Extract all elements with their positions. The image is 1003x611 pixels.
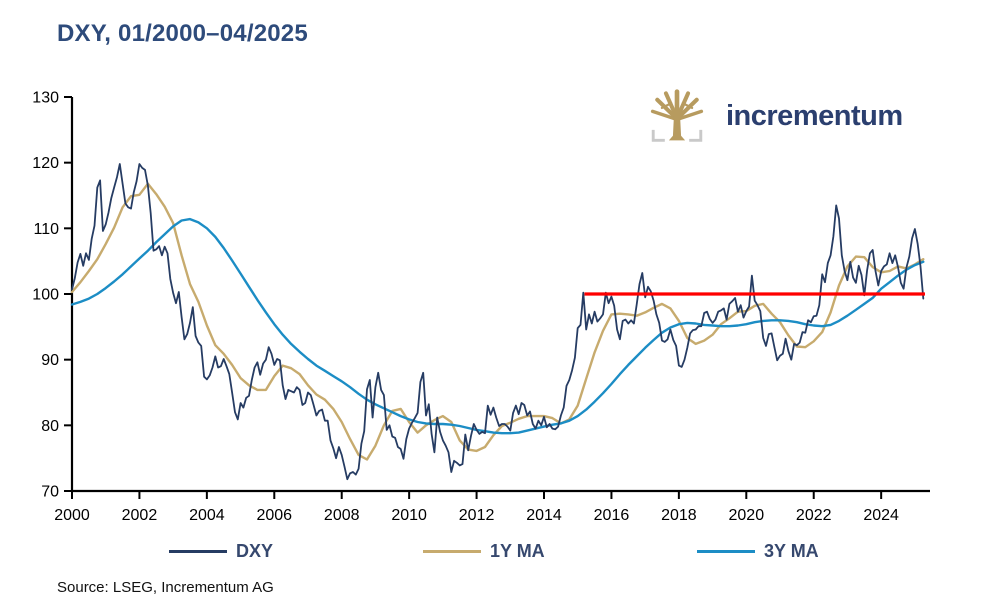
x-tick-label: 2006	[256, 507, 292, 524]
dxy-line	[71, 163, 925, 481]
y-tick-label: 80	[41, 418, 59, 435]
bracket-right	[689, 129, 703, 142]
y-tick-label: 130	[32, 90, 59, 107]
source-note: Source: LSEG, Incrementum AG	[57, 579, 274, 596]
x-tick-label: 2000	[54, 507, 90, 524]
legend: DXY 1Y MA 3Y MA	[0, 538, 1003, 564]
x-tick-label: 2002	[122, 507, 158, 524]
y-tick-label: 120	[32, 155, 59, 172]
chart-title: DXY, 01/2000–04/2025	[57, 20, 308, 47]
x-tick-label: 2018	[661, 507, 697, 524]
x-tick-label: 2010	[391, 507, 427, 524]
x-tick-label: 2016	[594, 507, 630, 524]
x-tick-label: 2004	[189, 507, 225, 524]
legend-label-dxy: DXY	[236, 540, 274, 561]
1y-ma-line-swatch	[423, 549, 481, 553]
3y-ma-line	[70, 217, 925, 435]
x-tick-label: 2014	[526, 507, 562, 524]
x-tick-label: 2020	[729, 507, 765, 524]
tree-trunk	[668, 112, 686, 141]
x-tick-label: 2012	[459, 507, 495, 524]
incrementum-wordmark: incrementum	[726, 99, 903, 132]
3y-ma-line-swatch	[697, 549, 755, 553]
y-tick-label: 110	[33, 221, 59, 238]
legend-item-1y-ma: 1Y MA	[423, 538, 545, 564]
legend-label-3y-ma: 3Y MA	[764, 540, 819, 561]
y-tick-label: 70	[41, 484, 59, 501]
incrementum-tree-icon	[650, 89, 704, 142]
legend-label-1y-ma: 1Y MA	[490, 540, 545, 561]
1y-ma-line	[70, 182, 925, 461]
x-tick-label: 2008	[324, 507, 360, 524]
x-tick-label: 2024	[863, 507, 899, 524]
x-tick-label: 2022	[796, 507, 832, 524]
y-tick-label: 90	[41, 352, 59, 369]
bracket-left	[651, 129, 665, 142]
dxy-line-swatch	[169, 549, 227, 553]
legend-item-3y-ma: 3Y MA	[697, 538, 819, 564]
y-tick-label: 100	[32, 287, 59, 304]
incrementum-logo: incrementum	[648, 84, 903, 148]
legend-item-dxy: DXY	[169, 538, 273, 564]
